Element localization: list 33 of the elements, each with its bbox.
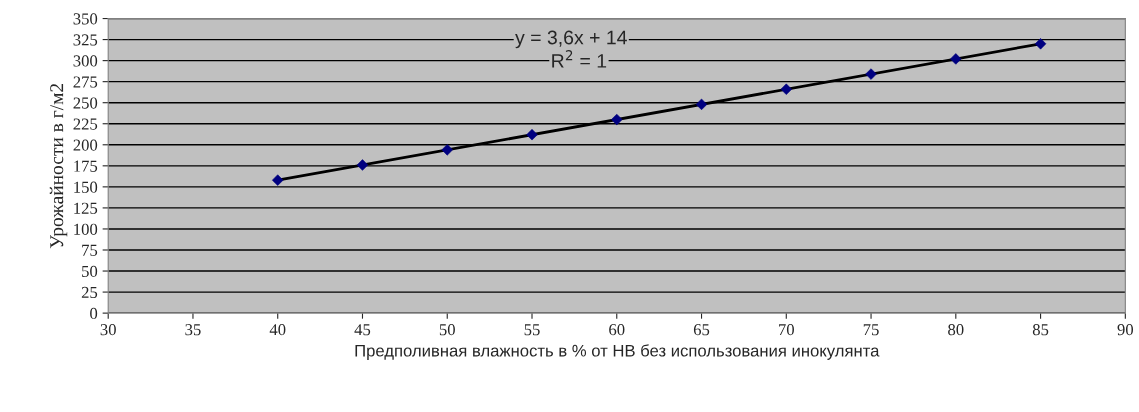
y-tick-label: 275 [73,76,98,88]
y-tick-label: 300 [73,55,98,67]
y-tick-label: 250 [73,97,98,109]
x-tick-label: 30 [100,324,116,336]
y-axis-title: Урожайности в г/м2 [49,83,68,249]
y-tick-label: 125 [74,202,98,214]
y-tick-label: 350 [73,13,98,25]
y-tick-label: 75 [82,244,98,256]
x-tick-label: 65 [693,324,710,336]
x-tick-label: 75 [863,324,879,336]
x-tick-label: 80 [948,324,964,336]
annotation: R$^{2}$ = 1 [552,50,607,68]
y-tick-label: 50 [82,265,98,277]
annotation: y = 3,6x + 14 [515,30,627,49]
y-tick-label: 325 [73,34,98,46]
x-tick-label: 85 [1032,324,1049,336]
y-tick-label: 25 [81,286,98,299]
y-tick-label: 200 [73,139,98,151]
point [1034,38,1047,50]
x-tick-label: 55 [524,324,540,336]
x-tick-label: 90 [1117,324,1134,336]
y-tick-label: 225 [73,118,98,130]
x-tick-label: 45 [354,324,371,336]
x-tick-label: 40 [269,324,286,336]
x-tick-label: 70 [779,324,794,336]
y-tick-label: 175 [74,160,98,172]
x-tick-label: 60 [609,324,625,336]
x-tick-label: 50 [439,324,455,336]
y-tick-label: 100 [74,223,98,235]
x-axis-title: Предполивная влажность в % от НВ без использования инокулянта [355,344,880,360]
x-tick-label: 35 [185,324,201,336]
y-tick-label: 150 [74,181,98,193]
y-tick-label: 0 [90,307,98,320]
